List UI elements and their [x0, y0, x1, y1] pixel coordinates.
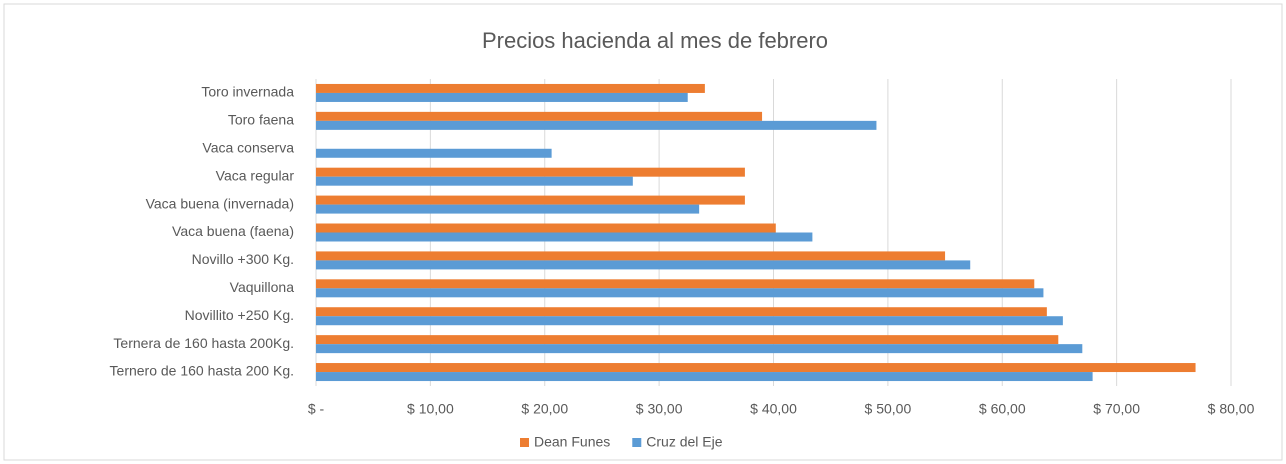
bar	[316, 204, 700, 214]
x-tick-label: $ 30,00	[636, 401, 683, 417]
x-tick-label: $ 70,00	[1093, 401, 1140, 417]
bar	[316, 307, 1047, 317]
legend-swatch	[632, 438, 642, 447]
bar	[316, 195, 745, 205]
bar	[316, 279, 1035, 289]
bar	[316, 335, 1059, 345]
legend-swatch	[520, 438, 529, 447]
y-tick-label: Novillito +250 Kg.	[185, 307, 294, 323]
x-tick-label: $ -	[308, 401, 325, 417]
bar	[316, 344, 1083, 354]
bar	[316, 288, 1044, 298]
bar	[316, 167, 745, 177]
bar	[316, 316, 1063, 326]
x-tick-label: $ 50,00	[865, 401, 912, 417]
x-tick-label: $ 60,00	[979, 401, 1026, 417]
chart-title: Precios hacienda al mes de febrero	[482, 28, 828, 53]
bar	[316, 251, 946, 261]
y-tick-label: Vaca regular	[216, 167, 295, 183]
bar	[316, 232, 813, 242]
y-tick-label: Ternero de 160 hasta 200 Kg.	[110, 363, 294, 379]
legend-label: Cruz del Eje	[646, 434, 722, 450]
bar	[316, 92, 688, 102]
bar	[316, 111, 763, 121]
y-tick-label: Vaquillona	[230, 279, 295, 295]
y-tick-label: Vaca buena (invernada)	[146, 195, 294, 211]
x-tick-label: $ 80,00	[1208, 401, 1255, 417]
legend-label: Dean Funes	[534, 434, 610, 450]
x-tick-label: $ 20,00	[521, 401, 568, 417]
bar	[316, 176, 633, 186]
bar	[316, 223, 776, 233]
bar	[316, 83, 705, 93]
bar	[316, 363, 1196, 373]
y-tick-label: Novillo +300 Kg.	[192, 251, 294, 267]
bar	[316, 372, 1093, 382]
y-tick-label: Toro faena	[228, 112, 294, 128]
y-tick-label: Toro invernada	[201, 84, 294, 100]
y-tick-label: Ternera de 160 hasta 200Kg.	[113, 335, 294, 351]
x-tick-label: $ 10,00	[407, 401, 454, 417]
bar	[316, 260, 971, 270]
bar	[316, 120, 877, 130]
y-tick-label: Vaca buena (faena)	[172, 223, 294, 239]
bar	[316, 148, 552, 158]
x-tick-label: $ 40,00	[750, 401, 797, 417]
y-tick-label: Vaca conserva	[202, 139, 294, 155]
